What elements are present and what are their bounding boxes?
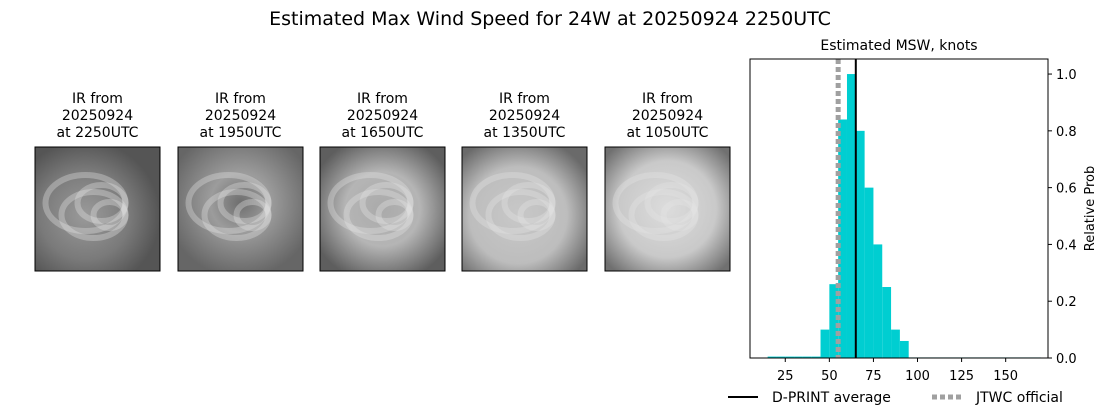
bar [776,356,786,358]
chart-title: Estimated MSW, knots [820,38,977,54]
panel-label: IR from [215,91,266,107]
bar [873,244,883,358]
x-tick-label: 25 [777,369,794,384]
bar [846,74,856,359]
cloud-band [42,172,129,234]
bar [794,356,803,358]
cloud-band [375,199,414,231]
ir-image [461,146,588,272]
panel-label: IR from [357,91,408,107]
cloud-band [185,172,272,234]
cloud-band [612,172,699,234]
ir-image [604,146,731,272]
y-tick-label: 0.0 [1056,352,1077,367]
panel-label: at 1350UTC [484,125,566,141]
cloud-band [327,172,414,234]
legend-label: D-PRINT average [772,390,891,406]
panel-label: at 1050UTC [627,125,709,141]
bar [855,130,865,358]
cloud-band [217,182,272,224]
y-axis-label: Relative Prob [1083,166,1098,251]
panel-label: IR from [642,91,693,107]
bar [829,284,839,358]
y-tick-label: 0.2 [1056,295,1077,310]
x-tick-label: 150 [993,369,1018,384]
panel-label: 20250924 [489,108,560,124]
cloud-band [359,182,414,224]
y-tick-label: 0.4 [1056,238,1077,253]
cloud-band [517,199,556,231]
panel-label: 20250924 [347,108,418,124]
y-tick-label: 0.8 [1056,125,1077,140]
bar [767,356,777,358]
panel-label: at 1950UTC [200,125,282,141]
x-tick-label: 75 [865,369,882,384]
panel-label: IR from [499,91,550,107]
ir-image [34,146,161,272]
bar [882,287,892,358]
x-tick-label: 100 [905,369,930,384]
figure-title: Estimated Max Wind Speed for 24W at 2025… [269,8,831,30]
cloud-band [644,182,699,224]
cloud-band [628,189,699,241]
bar [864,187,874,358]
cloud-band [58,189,129,241]
bar [802,356,812,358]
legend-label: JTWC official [975,390,1063,406]
cloud-band [233,199,272,231]
ir-image [177,146,304,272]
cloud-band [90,199,129,231]
bar [838,119,847,359]
panel-label: at 1650UTC [342,125,424,141]
bar [785,356,795,358]
cloud-band [343,189,414,241]
panel-label: 20250924 [62,108,133,124]
y-tick-label: 1.0 [1056,68,1077,83]
cloud-band [501,182,556,224]
cloud-band [74,182,129,224]
plot-frame [749,58,1049,359]
panel-label: 20250924 [205,108,276,124]
bar [899,340,909,358]
bar [891,329,900,358]
x-tick-label: 50 [821,369,838,384]
ir-image [319,146,446,272]
y-tick-label: 0.6 [1056,182,1077,197]
cloud-band [469,172,556,234]
panel-label: 20250924 [632,108,703,124]
bar [820,329,830,358]
x-tick-label: 125 [949,369,974,384]
cloud-band [201,189,272,241]
cloud-band [660,199,699,231]
histogram-chart: Estimated MSW, knots 25 50 75 100 125 150 0.0 0.… [728,38,1098,406]
cloud-band [485,189,556,241]
panel-label: IR from [72,91,123,107]
panel-label: at 2250UTC [57,125,139,141]
bar [811,356,821,358]
